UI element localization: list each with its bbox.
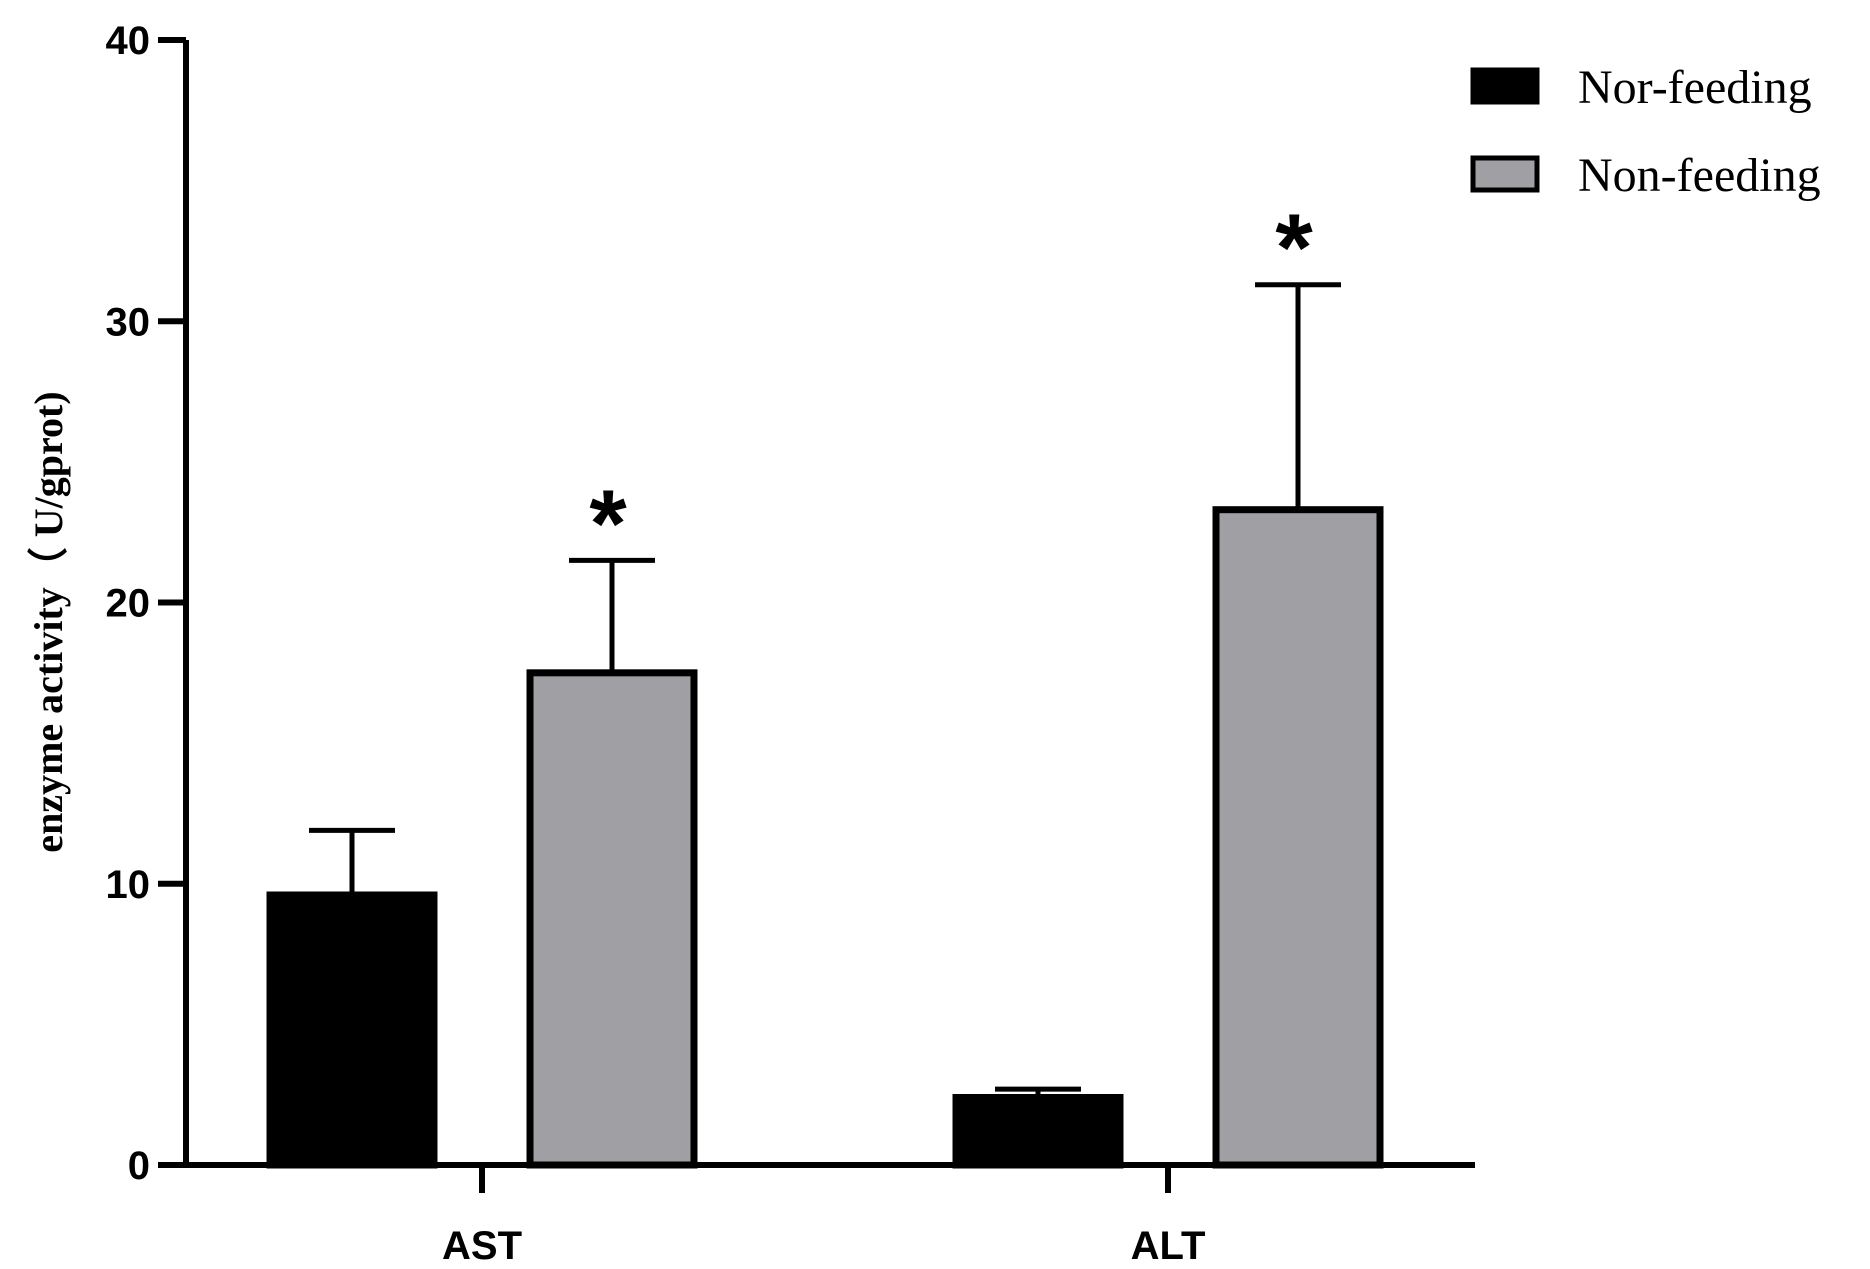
bar <box>526 669 698 1169</box>
bar <box>266 891 438 1169</box>
x-axis: AST ALT <box>183 1162 1475 1268</box>
bar <box>952 1094 1124 1169</box>
legend-swatch <box>1470 67 1540 105</box>
x-tick-label: AST <box>442 1224 522 1268</box>
significance-mark: * <box>589 470 627 577</box>
y-tick-label: 40 <box>106 19 151 63</box>
y-tick-label: 20 <box>106 582 151 626</box>
legend-label: Non-feeding <box>1578 149 1821 202</box>
y-axis-title: enzyme activity（ U/gprot) <box>26 391 71 852</box>
y-axis: 0 10 20 30 40 <box>106 19 189 1188</box>
bar <box>1212 506 1384 1169</box>
legend-swatch <box>1470 155 1540 193</box>
x-tick-label: ALT <box>1131 1224 1206 1268</box>
bars: ** <box>266 195 1384 1169</box>
significance-mark: * <box>1275 195 1313 302</box>
legend: Nor-feeding Non-feeding <box>1470 61 1821 202</box>
y-tick-label: 0 <box>128 1144 150 1188</box>
y-tick-label: 30 <box>106 300 151 344</box>
legend-label: Nor-feeding <box>1578 61 1812 114</box>
y-tick-label: 10 <box>106 863 151 907</box>
